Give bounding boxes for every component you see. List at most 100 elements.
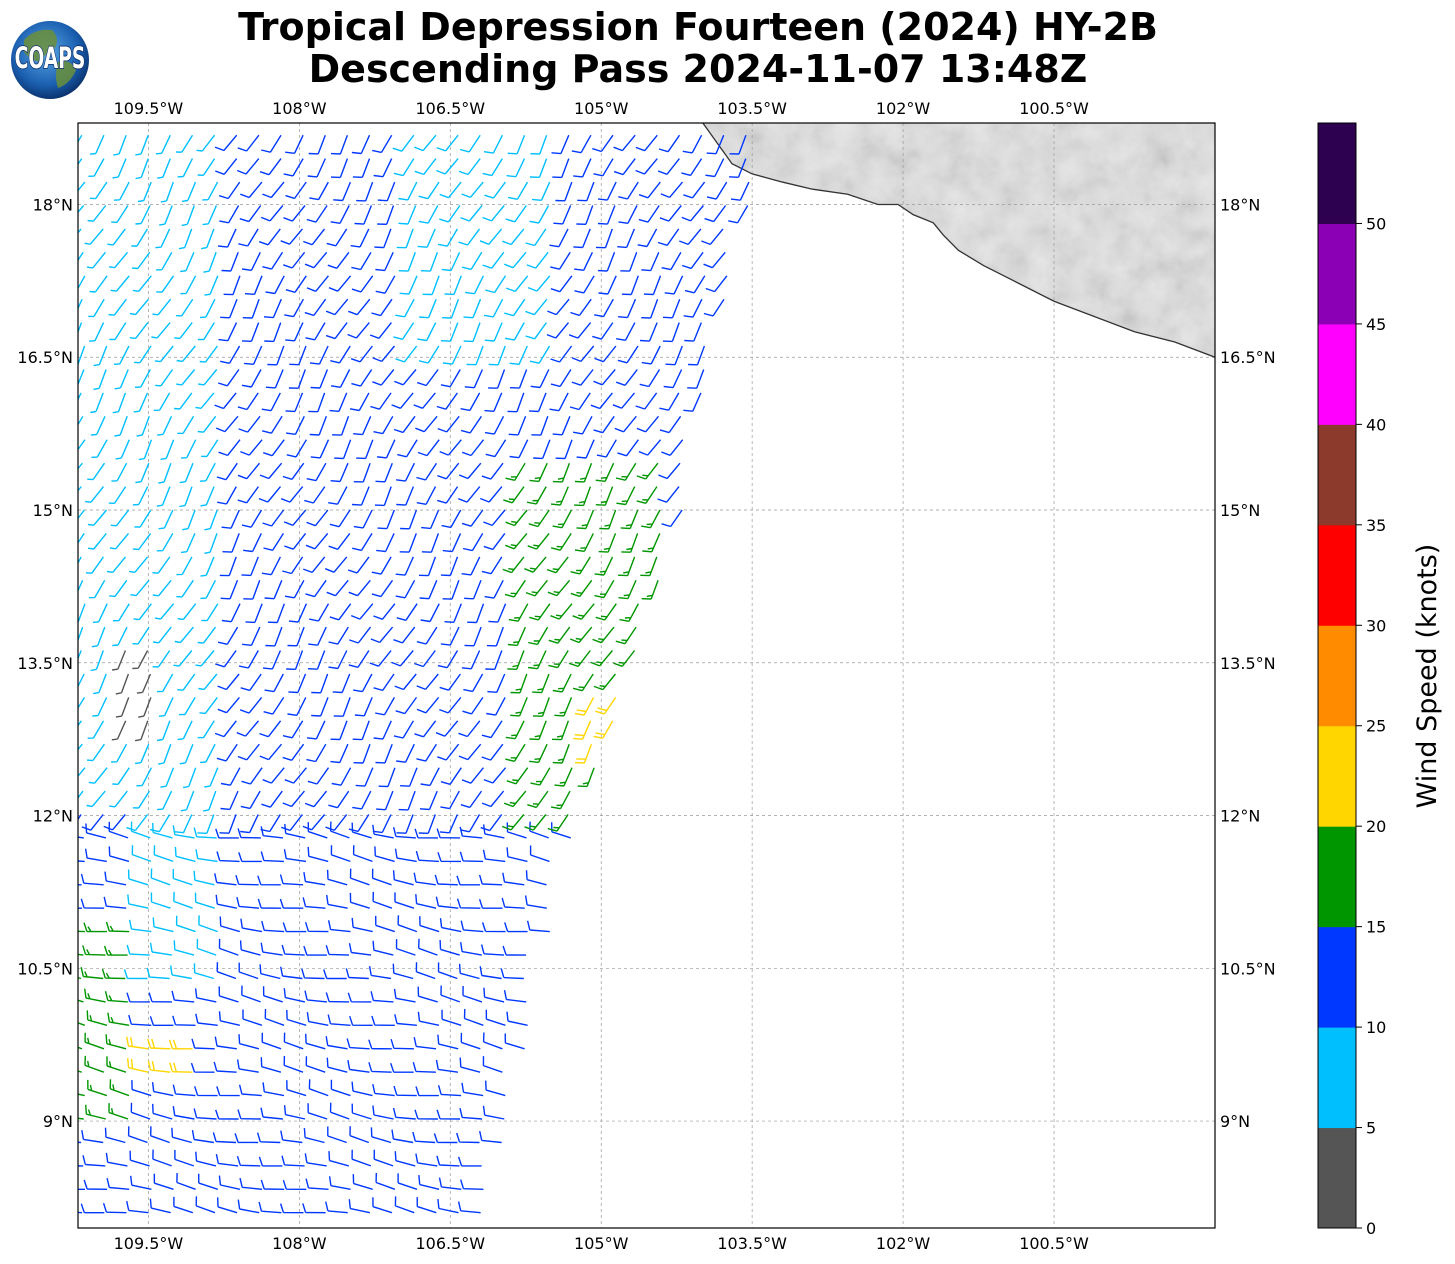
wind-barb bbox=[375, 915, 396, 933]
wind-barb bbox=[284, 767, 307, 784]
wind-barb bbox=[574, 275, 595, 294]
wind-barb bbox=[126, 992, 150, 1003]
wind-barb bbox=[436, 828, 461, 839]
wind-barb bbox=[261, 392, 281, 412]
wind-barb bbox=[130, 1175, 152, 1190]
wind-barb bbox=[153, 392, 171, 411]
wind-barb bbox=[550, 345, 573, 363]
wind-barb bbox=[618, 580, 637, 600]
wind-barb bbox=[286, 415, 305, 435]
wind-barb bbox=[84, 848, 107, 863]
wind-barb bbox=[439, 814, 459, 834]
wind-barb bbox=[212, 1132, 237, 1144]
wind-barb bbox=[80, 967, 104, 980]
wind-barb bbox=[280, 1130, 303, 1144]
wind-barb bbox=[78, 603, 86, 624]
wind-barb bbox=[349, 392, 370, 412]
wind-barb bbox=[416, 1197, 437, 1214]
wind-barb bbox=[81, 1129, 104, 1144]
wind-barb bbox=[464, 580, 482, 600]
wind-barb bbox=[478, 874, 503, 886]
wind-barb bbox=[241, 322, 260, 342]
wind-barb bbox=[550, 369, 572, 388]
wind-barb bbox=[330, 720, 348, 741]
wind-barb bbox=[552, 416, 571, 436]
wind-barb bbox=[259, 964, 281, 980]
wind-barb bbox=[78, 720, 82, 727]
wind-barb bbox=[460, 392, 481, 412]
wind-barb bbox=[238, 962, 259, 980]
wind-barb bbox=[214, 392, 237, 410]
wind-barb bbox=[329, 509, 351, 528]
wind-barb bbox=[197, 158, 216, 176]
wind-barb bbox=[332, 416, 350, 436]
wind-barb bbox=[370, 626, 394, 644]
wind-barb bbox=[156, 486, 171, 507]
wind-barb bbox=[418, 205, 439, 224]
wind-barb bbox=[238, 228, 259, 247]
wind-barb bbox=[152, 626, 172, 644]
wind-barb bbox=[371, 556, 392, 575]
wind-barb bbox=[85, 1104, 106, 1120]
wind-barb bbox=[460, 415, 482, 434]
wind-barb bbox=[437, 852, 462, 863]
wind-barb bbox=[132, 650, 149, 670]
wind-barb bbox=[552, 743, 570, 764]
wind-barb bbox=[78, 1165, 84, 1167]
wind-barb bbox=[615, 626, 637, 645]
wind-barb bbox=[176, 345, 196, 363]
wind-barb bbox=[179, 486, 193, 508]
wind-barb bbox=[348, 1199, 371, 1214]
wind-barb bbox=[304, 251, 328, 269]
wind-barb bbox=[393, 988, 416, 1003]
wind-barb bbox=[554, 767, 573, 787]
wind-barb bbox=[598, 533, 617, 553]
wind-barb bbox=[78, 556, 82, 565]
wind-barb bbox=[394, 369, 417, 386]
wind-barb bbox=[259, 743, 283, 761]
wind-barb bbox=[550, 275, 573, 293]
wind-barb bbox=[351, 134, 371, 155]
wind-barb bbox=[301, 968, 325, 980]
wind-barb bbox=[237, 392, 259, 411]
wind-barb bbox=[417, 228, 436, 248]
wind-barb bbox=[238, 415, 261, 433]
wind-barb bbox=[504, 922, 528, 933]
wind-barb bbox=[393, 626, 416, 644]
wind-barb bbox=[286, 1080, 307, 1097]
wind-barb bbox=[615, 369, 638, 386]
wind-barb bbox=[196, 134, 216, 152]
colorbar-tick-2: 10 bbox=[1366, 1018, 1386, 1037]
wind-barb bbox=[132, 275, 152, 292]
wind-barb bbox=[595, 228, 613, 249]
wind-barb bbox=[179, 462, 194, 484]
wind-barb bbox=[238, 852, 262, 863]
wind-barb bbox=[414, 650, 436, 668]
wind-barb bbox=[416, 673, 439, 691]
wind-barb bbox=[126, 944, 150, 956]
wind-barb bbox=[307, 822, 328, 839]
wind-barb bbox=[191, 1038, 215, 1050]
wind-barb bbox=[420, 603, 440, 623]
wind-barb bbox=[461, 556, 481, 576]
wind-barb bbox=[129, 298, 150, 316]
wind-barb bbox=[213, 1061, 237, 1073]
wind-barb bbox=[181, 181, 197, 203]
wind-barb bbox=[264, 322, 282, 343]
wind-barb bbox=[550, 251, 571, 270]
wind-barb bbox=[151, 322, 171, 339]
wind-barb bbox=[554, 697, 573, 717]
wind-barb bbox=[305, 322, 326, 341]
wind-barb bbox=[237, 134, 260, 152]
wind-barb bbox=[368, 1062, 392, 1073]
wind-barb bbox=[482, 1056, 503, 1073]
wind-barb bbox=[506, 275, 529, 293]
wind-barb bbox=[173, 891, 193, 909]
wind-barb bbox=[323, 969, 347, 980]
wind-barb bbox=[636, 415, 660, 433]
wind-barb bbox=[158, 697, 174, 717]
wind-barb bbox=[657, 158, 680, 175]
wind-barb bbox=[368, 965, 392, 980]
wind-barb bbox=[569, 392, 591, 411]
wind-barb bbox=[395, 556, 414, 576]
